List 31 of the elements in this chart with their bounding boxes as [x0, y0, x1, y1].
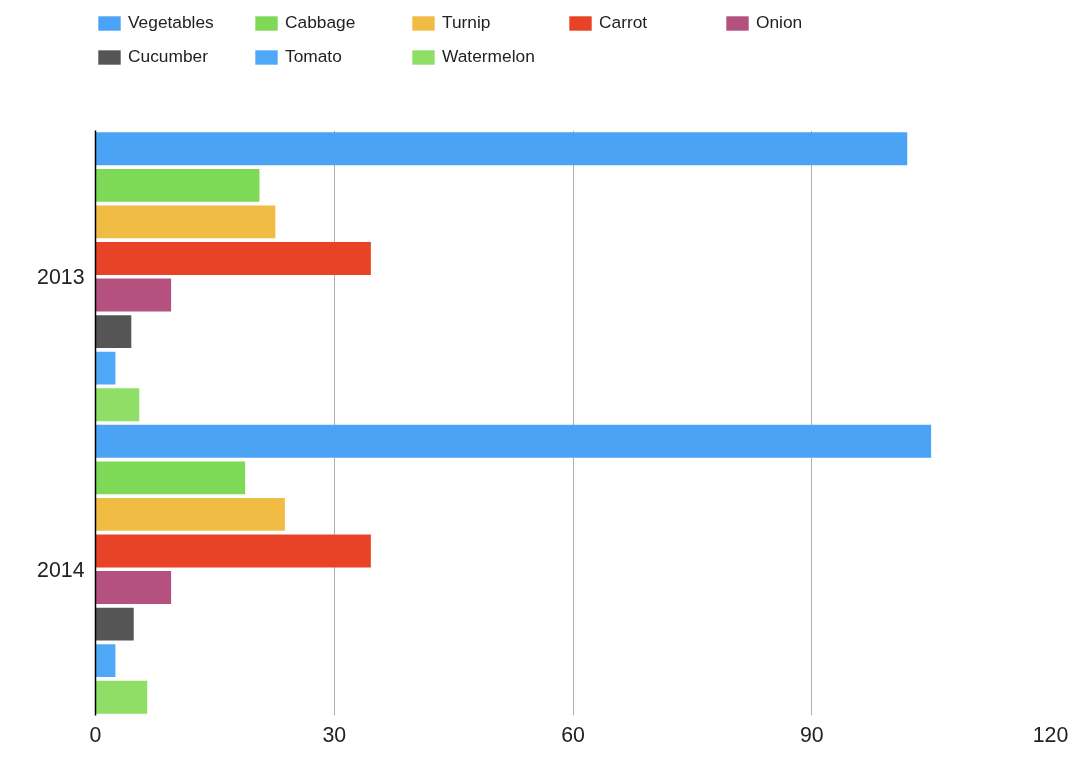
x-tick-label: 30: [322, 722, 347, 747]
y-tick-label: 2014: [37, 557, 85, 582]
bar: [95, 242, 371, 275]
bar: [95, 461, 246, 495]
bar: [95, 132, 908, 166]
legend-label: Vegetables: [128, 12, 215, 33]
legend-label: Cabbage: [285, 12, 357, 33]
legend-label: Cucumber: [128, 46, 209, 67]
bar: [95, 278, 172, 312]
x-tick-label: 120: [1032, 722, 1069, 747]
bar: [95, 571, 172, 604]
bar: [95, 205, 276, 239]
x-tick-label: 90: [799, 722, 824, 747]
bar: [95, 388, 140, 422]
bar: [95, 534, 371, 568]
bar: [95, 351, 116, 385]
bar: [95, 607, 134, 641]
legend-label: Turnip: [442, 12, 492, 33]
legend-label: Watermelon: [442, 46, 536, 67]
bar: [95, 497, 285, 531]
y-tick-label: 2013: [37, 265, 85, 290]
bar: [95, 315, 132, 349]
x-tick-label: 60: [561, 722, 585, 747]
bar: [95, 168, 260, 202]
bar: [95, 424, 932, 458]
x-tick-label: 0: [89, 722, 102, 747]
legend-label: Onion: [756, 12, 804, 33]
bar: [95, 680, 148, 714]
legend-label: Tomato: [285, 46, 343, 67]
legend-label: Carrot: [599, 12, 649, 33]
bar: [95, 644, 116, 678]
